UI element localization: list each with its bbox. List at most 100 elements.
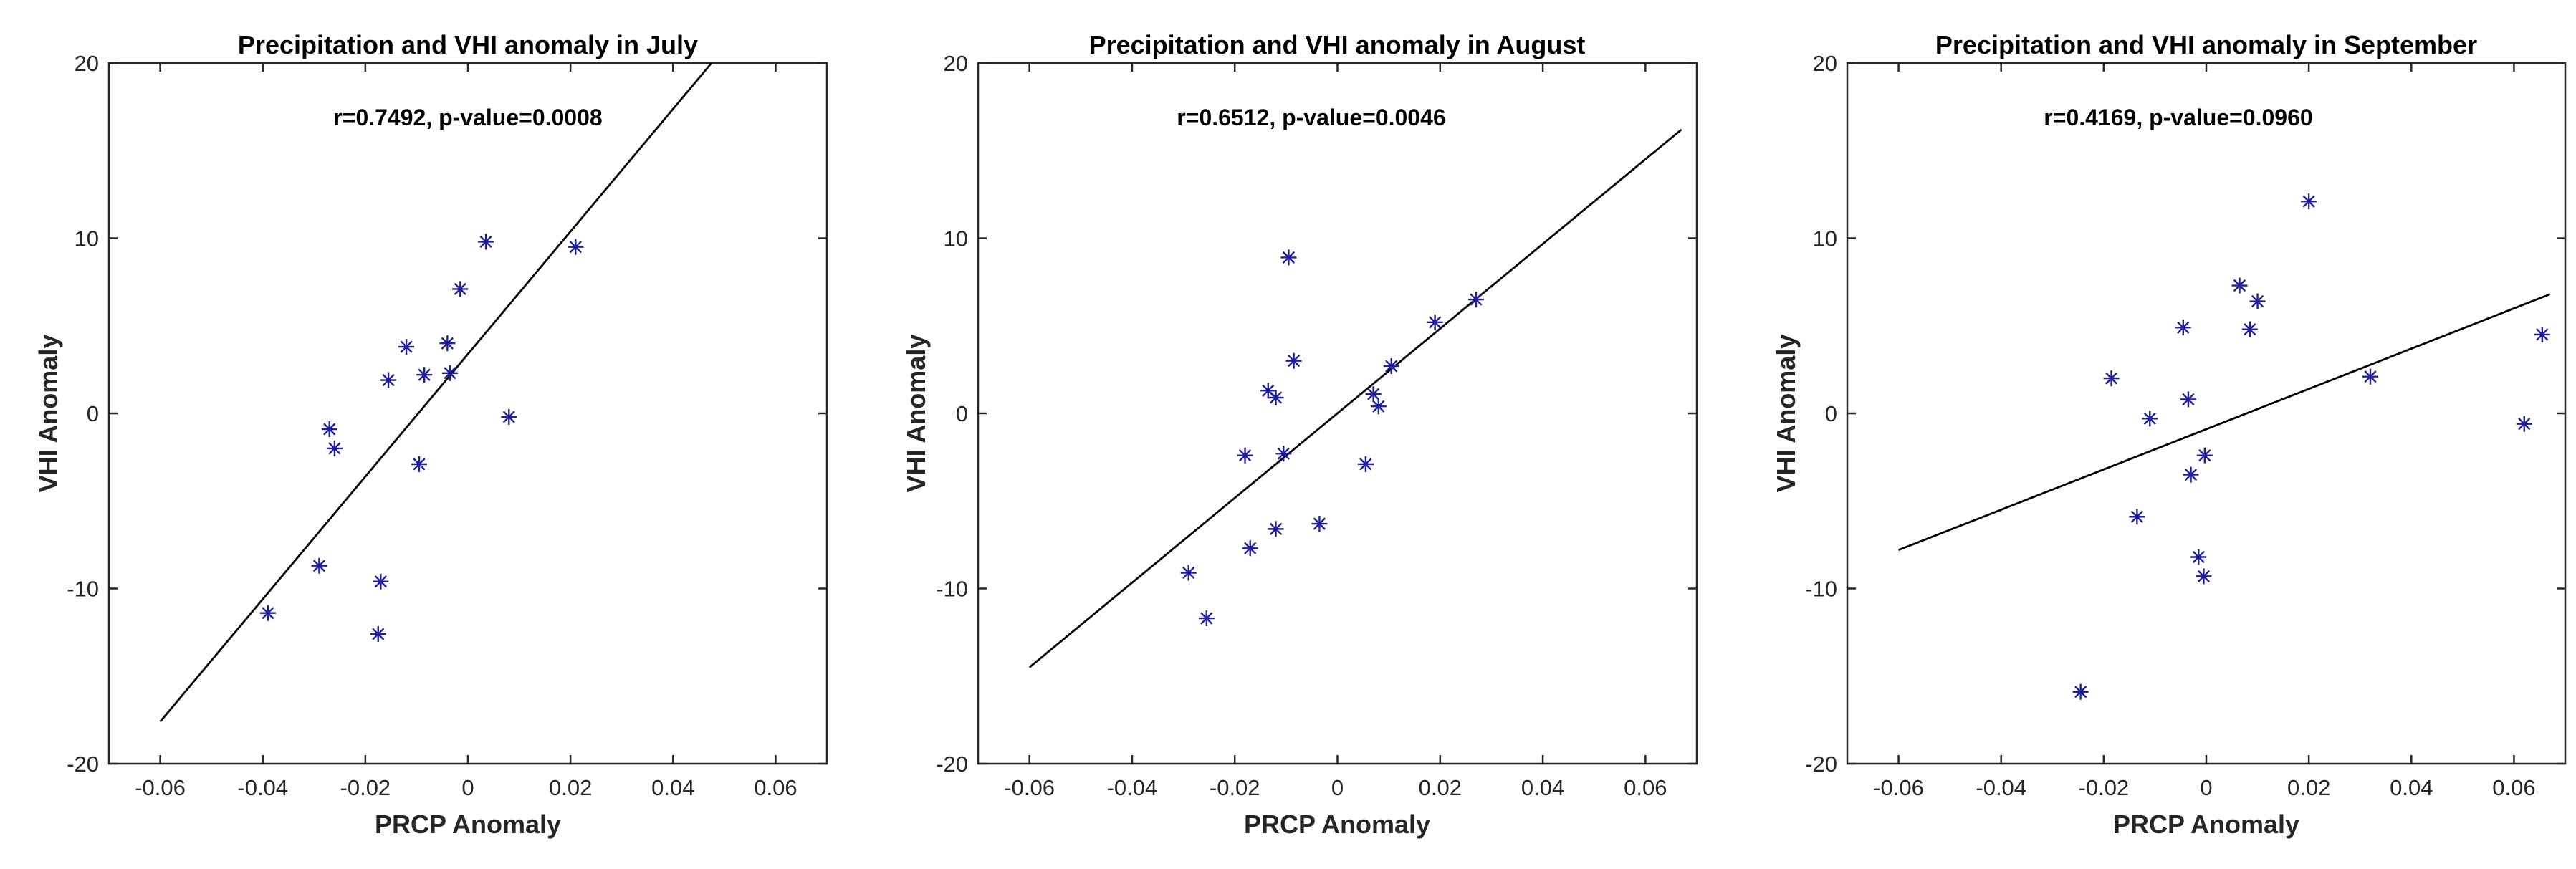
x-tick-label: 0 (1331, 775, 1344, 800)
y-tick-label: 20 (1813, 51, 1837, 76)
data-point (1285, 352, 1302, 369)
data-point (2362, 368, 2379, 385)
data-point (2196, 447, 2213, 464)
chart-title: Precipitation and VHI anomaly in Septemb… (1935, 30, 2477, 59)
plot-area: -0.06 -0.04 -0.02 0 0.02 0.04 0.06 -20 -10 0 10 20 (67, 51, 828, 800)
data-point (1467, 292, 1484, 308)
data-point (2241, 321, 2258, 337)
data-point (1242, 540, 1258, 557)
data-point (2301, 193, 2317, 210)
data-point (411, 456, 428, 472)
data-point (2183, 466, 2199, 483)
x-tick-label: 0.02 (1419, 775, 1462, 800)
x-tick-label: 0.04 (651, 775, 694, 800)
data-point (326, 440, 343, 456)
x-tick-label: 0 (461, 775, 474, 800)
y-tick-label: 20 (944, 51, 968, 76)
data-point (1357, 456, 1374, 472)
x-axis-title: PRCP Anomaly (375, 810, 561, 839)
data-point (373, 573, 389, 590)
chart-title: Precipitation and VHI anomaly in July (238, 30, 698, 59)
data-point (1275, 446, 1292, 462)
chart-panel-september: Precipitation and VHI anomaly in Septemb… (1771, 30, 2567, 839)
x-tick-label: 0.04 (1521, 775, 1564, 800)
data-point (1311, 516, 1328, 532)
x-tick-label: 0.06 (1624, 775, 1667, 800)
correlation-annotation: r=0.7492, p-value=0.0008 (333, 105, 602, 130)
x-tick-label: -0.02 (1210, 775, 1260, 800)
data-point (439, 335, 456, 352)
chart-panel-july: Precipitation and VHI anomaly in July -0… (34, 30, 828, 839)
data-point (259, 605, 276, 621)
y-tick-label: -10 (936, 577, 968, 602)
data-point (1198, 610, 1215, 627)
x-tick-label: 0.06 (754, 775, 797, 800)
data-point (1427, 314, 1443, 330)
regression-line (1898, 293, 2551, 552)
chart-panel-august: Precipitation and VHI anomaly in August … (901, 30, 1698, 839)
data-point (380, 372, 397, 388)
data-point (1383, 357, 1399, 374)
data-point (2516, 416, 2532, 432)
data-point (1370, 398, 1387, 415)
x-tick-label: 0.02 (549, 775, 592, 800)
y-axis-title: VHI Anomaly (901, 335, 931, 493)
data-point (2180, 391, 2196, 408)
data-point (568, 239, 584, 255)
x-tick-label: 0 (2200, 775, 2212, 800)
data-point (1180, 565, 1197, 581)
x-tick-label: -0.04 (1107, 775, 1158, 800)
data-point (2103, 370, 2120, 387)
y-tick-label: -20 (936, 752, 968, 777)
data-point (2072, 683, 2089, 700)
y-axis-title: VHI Anomaly (34, 335, 63, 493)
data-point (398, 339, 415, 355)
data-point (2142, 411, 2158, 427)
x-tick-label: -0.06 (1873, 775, 1924, 800)
x-tick-label: 0.06 (2492, 775, 2535, 800)
correlation-annotation: r=0.6512, p-value=0.0046 (1177, 105, 1445, 130)
y-axis-title: VHI Anomaly (1771, 335, 1801, 493)
x-axis-title: PRCP Anomaly (2113, 810, 2299, 839)
data-point (1268, 521, 1284, 537)
x-tick-label: -0.06 (1004, 775, 1055, 800)
y-tick-label: 20 (75, 51, 99, 76)
data-point (478, 234, 494, 250)
data-point (1365, 386, 1382, 403)
regression-line (159, 63, 713, 723)
y-tick-label: -10 (1805, 577, 1837, 602)
y-tick-label: 10 (944, 226, 968, 251)
correlation-annotation: r=0.4169, p-value=0.0960 (2044, 105, 2312, 130)
y-tick-label: 10 (1813, 226, 1837, 251)
data-point (1280, 249, 1297, 266)
y-tick-label: -10 (67, 577, 99, 602)
data-point (311, 557, 327, 574)
y-tick-label: -20 (1805, 752, 1837, 777)
x-axis-title: PRCP Anomaly (1244, 810, 1430, 839)
data-point (2190, 549, 2207, 565)
data-point (2231, 277, 2248, 294)
x-tick-label: -0.02 (2079, 775, 2130, 800)
x-tick-label: -0.02 (340, 775, 391, 800)
y-tick-label: -20 (67, 752, 99, 777)
data-point (501, 408, 517, 425)
data-point (2196, 568, 2212, 585)
x-tick-label: -0.04 (1976, 775, 2026, 800)
plot-area: -0.06 -0.04 -0.02 0 0.02 0.04 0.06 -20 -10 0 10 20 (936, 51, 1698, 800)
x-tick-label: 0.04 (2390, 775, 2433, 800)
data-point (441, 365, 458, 381)
data-point (452, 281, 469, 297)
x-tick-label: -0.06 (135, 775, 186, 800)
data-point (1268, 389, 1284, 405)
data-point (416, 367, 433, 383)
chart-title: Precipitation and VHI anomaly in August (1089, 30, 1586, 59)
data-point (2129, 509, 2145, 525)
y-tick-label: 10 (75, 226, 99, 251)
plot-area: -0.06 -0.04 -0.02 0 0.02 0.04 0.06 -20 -10 0 10 20 (1805, 51, 2567, 800)
x-tick-label: -0.04 (237, 775, 288, 800)
data-point (2534, 326, 2550, 342)
y-tick-label: 0 (1825, 401, 1837, 426)
regression-line (1028, 128, 1682, 668)
y-tick-label: 0 (956, 401, 968, 426)
